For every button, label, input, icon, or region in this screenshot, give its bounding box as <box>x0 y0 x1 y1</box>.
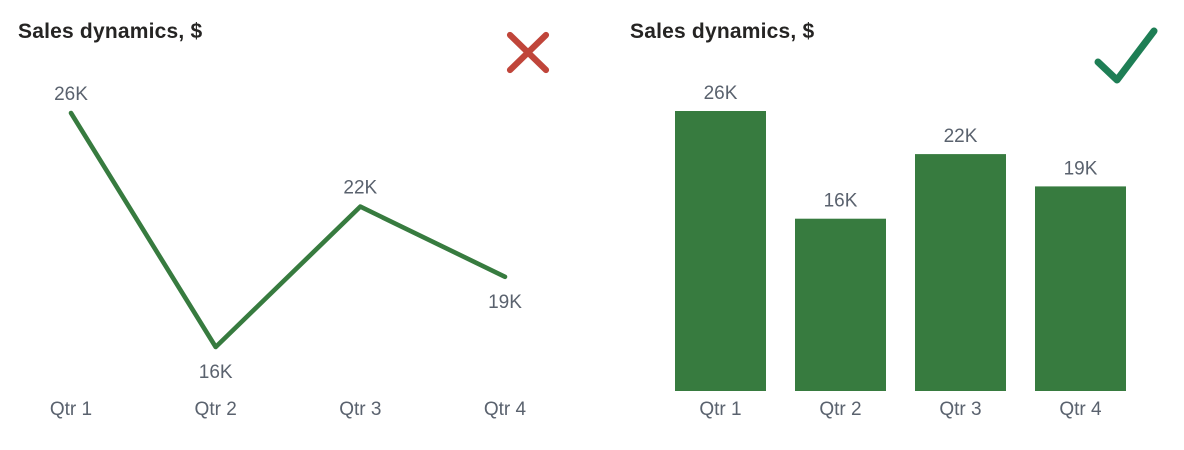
category-axis-label: Qtr 3 <box>939 399 981 420</box>
data-point-label: 16K <box>199 362 233 383</box>
data-point-label: 26K <box>54 84 88 105</box>
data-point-label: 26K <box>704 83 738 104</box>
line-chart-card: Sales dynamics, $ 26K 16K 22K 19K Qtr 1 Qtr 2… <box>0 0 560 450</box>
sales-bar <box>795 218 886 391</box>
bar-chart: 26K Qtr 1 16K Qtr 2 22K Qtr 3 19K Qtr 4 <box>675 83 1126 420</box>
data-point-label: 19K <box>488 292 522 313</box>
data-point-label: 22K <box>944 126 978 147</box>
data-point-label: 16K <box>824 191 858 212</box>
category-axis-label: Qtr 1 <box>50 399 92 420</box>
chart-title: Sales dynamics, $ <box>630 20 815 43</box>
category-axis-label: Qtr 4 <box>484 399 527 420</box>
category-axis-label: Qtr 2 <box>819 399 861 420</box>
sales-line-series <box>68 110 508 350</box>
line-chart: 26K 16K 22K 19K Qtr 1 Qtr 2 Qtr 3 Qtr 4 <box>50 84 527 420</box>
category-axis-label: Qtr 3 <box>339 399 381 420</box>
data-point-label: 22K <box>343 178 377 199</box>
chart-title: Sales dynamics, $ <box>18 20 203 43</box>
bar-chart-card: Sales dynamics, $ 26K Qtr 1 16K Qtr 2 22K Qtr… <box>620 0 1184 450</box>
sales-bar <box>1035 186 1126 391</box>
category-axis-label: Qtr 1 <box>699 399 741 420</box>
category-axis-label: Qtr 2 <box>195 399 237 420</box>
sales-bar <box>675 111 766 391</box>
x-mark-icon <box>506 31 550 74</box>
category-axis-label: Qtr 4 <box>1059 399 1102 420</box>
data-point-label: 19K <box>1064 158 1098 179</box>
check-mark-icon <box>1094 27 1158 84</box>
sales-bar <box>915 154 1006 391</box>
